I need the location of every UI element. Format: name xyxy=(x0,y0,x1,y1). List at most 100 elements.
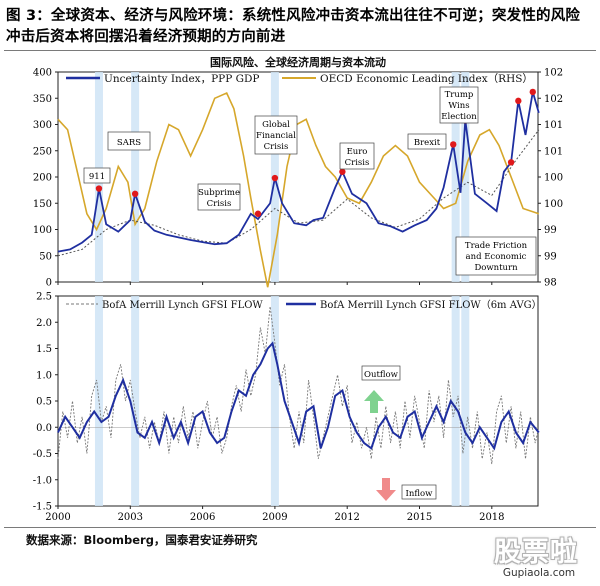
highlight-band-4 xyxy=(461,296,470,506)
left-tick-label: 400 xyxy=(33,68,52,79)
svg-text:Euro: Euro xyxy=(347,147,368,157)
outflow-label-box xyxy=(361,365,401,381)
annotation-brexit: Brexit xyxy=(407,133,447,150)
right-tick-label: 102 xyxy=(544,94,563,105)
caption-rule xyxy=(4,50,596,51)
annotation-subprime: Subprime Crisis xyxy=(197,183,241,211)
highlight-band-2 xyxy=(270,296,279,506)
bottom-highlight-bands xyxy=(94,296,470,506)
top-chart-title: 国际风险、全球经济周期与资本流动 xyxy=(210,55,386,69)
x-tick-label: 2003 xyxy=(118,512,143,523)
event-point-3 xyxy=(271,174,279,182)
left-tick-label: 0 xyxy=(46,278,52,289)
event-point-9 xyxy=(529,88,536,96)
bottom-tick-label: 0.5 xyxy=(36,397,52,408)
top-panel: 国际风险、全球经济周期与资本流动 0 50 100 150 200 250 300 350 40… xyxy=(33,55,563,289)
x-tick-label: 2012 xyxy=(334,512,359,523)
svg-text:SARS: SARS xyxy=(117,138,141,148)
x-tick-label: 2006 xyxy=(190,512,215,523)
inflow-label: Inflow xyxy=(406,489,434,499)
bottom-tick-label: -0.5 xyxy=(33,449,52,460)
highlight-band-3 xyxy=(451,296,460,506)
annotation-euro: Euro Crisis xyxy=(339,142,375,170)
bottom-tick-label: 1.0 xyxy=(36,370,52,381)
x-tick-label: 2015 xyxy=(407,512,432,523)
x-tick-label: 2009 xyxy=(262,512,287,523)
event-point-2 xyxy=(254,210,262,217)
legend-label-gfsi: BofA Merrill Lynch GFSI FLOW xyxy=(102,300,263,311)
svg-text:911: 911 xyxy=(89,172,105,182)
legend-label-gfsi-6m: BofA Merrill Lynch GFSI FLOW（6m AVG） xyxy=(320,299,542,311)
bottom-tick-label: -1.5 xyxy=(33,502,52,513)
inflow-indicator: Inflow xyxy=(376,478,437,501)
x-tick-label: 2018 xyxy=(479,512,504,523)
annotation-trump: Trump Wins Election xyxy=(439,86,479,124)
event-point-5 xyxy=(450,141,457,148)
footer-rule xyxy=(4,527,596,528)
highlight-band-4 xyxy=(461,72,470,282)
left-tick-label: 250 xyxy=(33,146,52,157)
bottom-tick-label: 0.0 xyxy=(36,423,52,434)
right-tick-label: 98 xyxy=(544,278,557,289)
highlight-band-1 xyxy=(131,72,140,282)
x-tick-label: 2000 xyxy=(45,512,70,523)
left-tick-label: 50 xyxy=(39,251,52,262)
svg-text:Subprime: Subprime xyxy=(198,188,240,198)
svg-text:Wins: Wins xyxy=(448,101,469,111)
top-highlight-bands xyxy=(94,72,470,282)
left-tick-label: 300 xyxy=(33,120,52,131)
svg-text:Trade Friction: Trade Friction xyxy=(465,241,528,251)
risk-capital-flow-chart: 国际风险、全球经济周期与资本流动 0 50 100 150 200 250 300 350 40… xyxy=(33,55,563,524)
legend-label-uncertainty: Uncertainty Index，PPP GDP xyxy=(104,73,260,85)
right-tick-label: 101 xyxy=(544,120,563,131)
watermark-site: Gupiaola.com xyxy=(502,567,576,579)
top-series-lines xyxy=(57,91,540,288)
svg-text:Election: Election xyxy=(441,112,477,122)
event-point-8 xyxy=(515,97,522,105)
figure-caption: 图 3：全球资本、经济与风险环境：系统性风险冲击资本流出往往不可逆；突发性的风险… xyxy=(6,8,581,45)
highlight-band-1 xyxy=(131,296,140,506)
right-tick-label: 99 xyxy=(544,225,557,236)
right-tick-label: 99 xyxy=(544,251,557,262)
bottom-left-axis: -1.5 -1.0 -0.5 0.0 0.5 1.0 1.5 2.0 2.5 xyxy=(33,292,58,513)
right-tick-label: 102 xyxy=(544,68,563,79)
source-note: 数据来源：Bloomberg，国泰君安证券研究 xyxy=(26,533,258,547)
annotation-trade: Trade Friction and Economic Downturn xyxy=(455,236,537,276)
svg-text:Brexit: Brexit xyxy=(414,138,441,148)
outflow-indicator: Outflow xyxy=(361,365,401,413)
legend-label-oecd: OECD Economic Leading Index（RHS） xyxy=(320,73,533,85)
bottom-legend: BofA Merrill Lynch GFSI FLOW BofA Merril… xyxy=(66,299,542,311)
svg-text:Crisis: Crisis xyxy=(264,142,289,152)
inflow-label-box xyxy=(401,484,437,500)
left-tick-label: 350 xyxy=(33,94,52,105)
annotation-gfc: Global Financial Crisis xyxy=(254,115,298,155)
bottom-panel: -1.5-1.0-0.50.00.51.01.52.02.5 2000 2003 2… xyxy=(33,292,542,524)
svg-text:Trump: Trump xyxy=(445,90,474,100)
down-arrow-icon xyxy=(376,478,396,501)
svg-text:and Economic: and Economic xyxy=(466,252,527,262)
left-tick-label: 200 xyxy=(33,173,52,184)
series-gfsi-flow xyxy=(57,306,540,465)
annotation-sars: SARS xyxy=(107,131,151,151)
right-tick-label: 101 xyxy=(544,146,563,157)
top-right-axis: 98 99 99 100 100 101 101 102 102 xyxy=(538,68,563,289)
annotation-911: 911 xyxy=(83,167,111,184)
right-tick-label: 100 xyxy=(544,173,563,184)
watermark-logo: 股票啦 xyxy=(494,537,578,568)
svg-text:Crisis: Crisis xyxy=(345,158,370,168)
bottom-tick-label: -1.0 xyxy=(33,475,52,486)
left-tick-label: 150 xyxy=(33,199,52,210)
svg-text:Crisis: Crisis xyxy=(207,199,232,209)
event-point-7 xyxy=(507,159,515,166)
up-arrow-icon xyxy=(364,390,384,413)
top-legend: Uncertainty Index，PPP GDP OECD Economic … xyxy=(66,73,533,85)
bottom-tick-label: 1.5 xyxy=(36,344,52,355)
event-markers xyxy=(95,88,536,217)
bottom-tick-label: 2.5 xyxy=(36,292,52,303)
right-tick-label: 100 xyxy=(544,199,563,210)
top-left-axis: 0 50 100 150 200 250 300 350 400 xyxy=(33,68,493,289)
series-uncertainty-index xyxy=(57,91,540,253)
highlight-band-3 xyxy=(451,72,460,282)
left-tick-label: 100 xyxy=(33,225,52,236)
event-annotations: 911 SARS Subprime Crisis Global Financia… xyxy=(83,86,537,276)
